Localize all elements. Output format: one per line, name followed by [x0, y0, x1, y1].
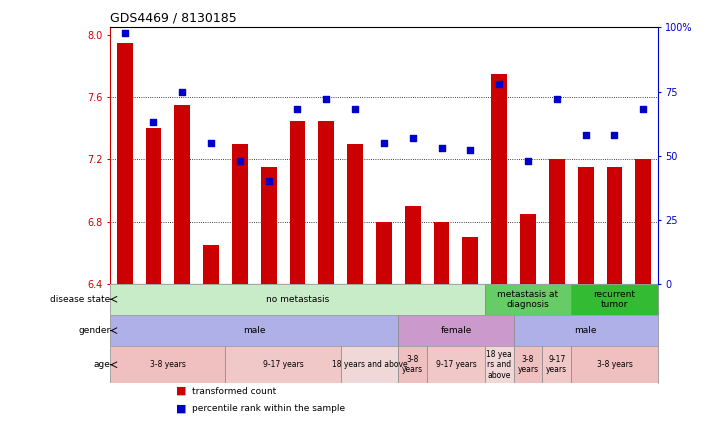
Bar — [319, 121, 334, 284]
Bar — [341, 346, 398, 383]
Point — [321, 96, 332, 103]
Text: 3-8
years: 3-8 years — [518, 355, 538, 374]
Text: recurrent
tumor: recurrent tumor — [594, 290, 636, 309]
Bar — [232, 144, 248, 284]
Bar — [203, 245, 219, 284]
Text: percentile rank within the sample: percentile rank within the sample — [192, 404, 346, 413]
Text: gender: gender — [78, 326, 110, 335]
Bar — [405, 206, 421, 284]
Point — [378, 139, 390, 146]
Point — [407, 134, 419, 141]
Bar — [549, 159, 565, 284]
Text: disease state: disease state — [50, 295, 110, 304]
Text: transformed count: transformed count — [192, 387, 277, 396]
Point — [551, 96, 562, 103]
Point — [292, 106, 303, 113]
Bar — [462, 237, 479, 284]
Text: 9-17 years: 9-17 years — [436, 360, 476, 369]
Bar — [146, 129, 161, 284]
Bar — [491, 74, 507, 284]
Point — [465, 147, 476, 154]
Bar — [578, 167, 594, 284]
Text: no metastasis: no metastasis — [266, 295, 329, 304]
Text: ■: ■ — [176, 403, 186, 413]
Point — [436, 145, 447, 151]
Bar — [376, 222, 392, 284]
Bar — [174, 105, 190, 284]
Point — [148, 119, 159, 126]
Text: age: age — [94, 360, 110, 369]
Bar — [485, 284, 571, 315]
Text: 9-17 years: 9-17 years — [263, 360, 304, 369]
Text: GDS4469 / 8130185: GDS4469 / 8130185 — [110, 12, 237, 25]
Bar — [520, 214, 536, 284]
Text: ■: ■ — [176, 386, 186, 396]
Bar — [347, 144, 363, 284]
Point — [205, 139, 217, 146]
Bar — [571, 284, 658, 315]
Bar — [636, 159, 651, 284]
Text: 3-8 years: 3-8 years — [597, 360, 632, 369]
Bar — [398, 346, 427, 383]
Point — [493, 80, 505, 87]
Text: 18 years and above: 18 years and above — [332, 360, 407, 369]
Text: male: male — [574, 326, 597, 335]
Text: metastasis at
diagnosis: metastasis at diagnosis — [498, 290, 559, 309]
Bar — [225, 346, 341, 383]
Bar — [117, 43, 132, 284]
Bar — [261, 167, 277, 284]
Bar — [427, 346, 485, 383]
Point — [349, 106, 360, 113]
Point — [263, 178, 274, 184]
Bar — [110, 346, 225, 383]
Point — [176, 88, 188, 95]
Bar — [606, 167, 622, 284]
Bar — [110, 284, 485, 315]
Text: 3-8 years: 3-8 years — [150, 360, 186, 369]
Text: male: male — [243, 326, 265, 335]
Bar — [542, 346, 571, 383]
Bar — [571, 346, 658, 383]
Point — [609, 132, 620, 138]
Text: 3-8
years: 3-8 years — [402, 355, 423, 374]
Text: female: female — [440, 326, 471, 335]
Bar — [110, 315, 398, 346]
Point — [638, 106, 649, 113]
Bar — [485, 346, 513, 383]
Bar — [289, 121, 306, 284]
Text: 18 yea
rs and
above: 18 yea rs and above — [486, 350, 512, 379]
Bar — [513, 346, 542, 383]
Bar — [398, 315, 513, 346]
Bar — [513, 315, 658, 346]
Text: 9-17
years: 9-17 years — [546, 355, 567, 374]
Point — [580, 132, 592, 138]
Bar — [434, 222, 449, 284]
Point — [234, 157, 245, 164]
Point — [523, 157, 534, 164]
Point — [119, 29, 130, 36]
